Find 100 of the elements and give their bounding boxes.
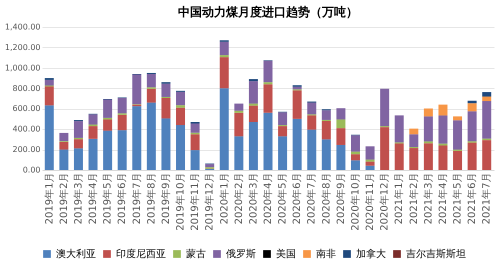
- legend-label: 美国: [276, 248, 296, 260]
- bar: [234, 104, 244, 111]
- bar: [350, 154, 360, 160]
- bar: [292, 86, 302, 90]
- bar: [248, 122, 258, 170]
- bar: [161, 118, 170, 170]
- bar: [468, 100, 477, 104]
- bar: [146, 88, 156, 103]
- bar: [307, 102, 316, 114]
- bar: [394, 115, 404, 142]
- bar: [59, 142, 68, 150]
- bar: [453, 116, 462, 120]
- bar: [146, 102, 156, 170]
- y-tick-label: 1,400.00: [4, 22, 40, 32]
- bar: [103, 130, 112, 170]
- bar: [59, 150, 68, 170]
- x-tick-label: 2021年7月: [480, 172, 493, 224]
- bar: [264, 60, 272, 82]
- bar: [409, 148, 418, 170]
- bar: [146, 74, 156, 88]
- y-tick-label: 400.00: [12, 124, 40, 134]
- bar: [322, 110, 331, 120]
- bar: [234, 136, 244, 170]
- bar: [394, 143, 404, 170]
- bar: [424, 116, 433, 142]
- x-tick-label: 2020年6月: [291, 172, 304, 224]
- bar: [350, 152, 360, 154]
- bar: [264, 112, 272, 170]
- bar: [220, 42, 229, 56]
- x-tick-label: 2019年7月: [130, 172, 143, 224]
- bar: [74, 139, 83, 148]
- x-tick-label: 2020年3月: [247, 172, 260, 224]
- x-tick-label: 2019年9月: [160, 172, 172, 224]
- y-tick-label: 1,200.00: [4, 42, 40, 52]
- x-tick-label: 2019年3月: [72, 172, 84, 224]
- x-tick-label: 2021年3月: [422, 172, 434, 224]
- legend-label: 吉尔吉斯斯坦: [406, 248, 466, 260]
- x-tick-label: 2019年10月: [174, 172, 187, 231]
- bar: [248, 81, 258, 104]
- bar: [482, 96, 492, 102]
- bar: [438, 104, 448, 116]
- x-tick-label: 2021年2月: [408, 172, 420, 224]
- x-tick-label: 2019年12月: [204, 172, 216, 231]
- x-tick-label: 2019年2月: [58, 172, 70, 224]
- bar: [44, 86, 54, 106]
- bar: [278, 136, 288, 170]
- x-tick-label: 2020年4月: [262, 172, 274, 224]
- bar: [161, 84, 170, 97]
- bar: [264, 84, 272, 113]
- bar: [336, 108, 346, 120]
- bar: [176, 105, 186, 108]
- bar: [366, 146, 375, 160]
- bar: [482, 92, 492, 97]
- bar: [103, 119, 112, 131]
- bar: [366, 166, 375, 170]
- bar: [350, 160, 360, 170]
- legend-label: 俄罗斯: [226, 248, 256, 260]
- bar: [336, 128, 346, 145]
- bar: [74, 148, 83, 170]
- bar: [482, 140, 492, 170]
- x-tick-label: 2020年12月: [378, 172, 391, 231]
- x-tick-label: 2020年2月: [232, 172, 245, 224]
- x-tick-label: 2019年8月: [145, 172, 158, 224]
- x-tick-label: 2020年7月: [306, 172, 318, 224]
- bar: [44, 80, 54, 86]
- bar: [205, 164, 214, 168]
- bar: [307, 130, 316, 170]
- x-tick-label: 2020年11月: [364, 172, 376, 231]
- legend-label: 印度尼西亚: [116, 248, 166, 260]
- bar: [468, 111, 477, 142]
- bar: [118, 98, 127, 114]
- bar: [190, 134, 200, 150]
- bar: [322, 120, 331, 140]
- legend-label: 加拿大: [356, 248, 386, 260]
- bar: [409, 128, 418, 134]
- bar: [292, 118, 302, 170]
- bar: [292, 90, 302, 119]
- x-tick-label: 2021年1月: [393, 172, 406, 224]
- bar: [220, 88, 229, 170]
- bar: [278, 112, 288, 126]
- bar: [482, 101, 492, 139]
- bar: [424, 108, 433, 116]
- bar: [190, 124, 200, 133]
- bar: [220, 57, 229, 88]
- x-tick-label: 2021年4月: [436, 172, 449, 224]
- y-tick-label: 800.00: [12, 84, 40, 93]
- legend-label: 南非: [316, 248, 336, 260]
- x-tick-label: 2020年5月: [276, 172, 289, 224]
- bar: [380, 88, 390, 126]
- legend-label: 澳大利亚: [56, 248, 96, 260]
- x-tick-label: 2020年10月: [349, 172, 362, 231]
- bar: [176, 92, 186, 106]
- x-tick-label: 2021年6月: [466, 172, 478, 224]
- bar: [248, 106, 258, 122]
- x-tick-label: 2019年4月: [87, 172, 100, 224]
- bar: [161, 98, 170, 118]
- bar: [453, 120, 462, 150]
- bar: [234, 112, 244, 136]
- bar: [380, 127, 390, 170]
- bar: [88, 114, 98, 125]
